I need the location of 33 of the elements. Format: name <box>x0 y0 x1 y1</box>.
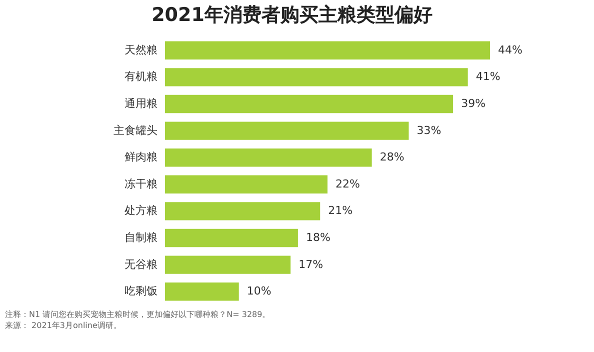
text: 注释：N1 请问您在购买宠物主粮时候，更加偏好以下哪种粮？N= 3289。 <box>5 310 270 319</box>
bar <box>165 282 239 301</box>
y-tick-label: 无谷粮 <box>124 258 158 271</box>
y-tick-label: 通用粮 <box>124 97 158 110</box>
y-tick-label: 处方粮 <box>124 204 158 218</box>
bar <box>165 228 298 248</box>
data-label: 17% <box>298 258 324 271</box>
data-label: 28% <box>380 150 404 164</box>
bar <box>165 94 454 114</box>
data-label: 10% <box>246 284 272 298</box>
bar <box>165 68 468 86</box>
bar <box>165 122 409 140</box>
data-label: 22% <box>336 177 360 190</box>
data-label: 33% <box>416 124 442 137</box>
data-label: 44% <box>498 43 522 56</box>
chart-title: 2021年消费者购买主粮类型偏好 <box>152 4 432 26</box>
y-tick-label: 天然粮 <box>124 43 158 56</box>
y-tick-label: 鲜肉粮 <box>124 150 158 164</box>
y-tick-label: 吃剩饭 <box>124 284 158 298</box>
y-tick-label: 冻干粮 <box>124 177 158 190</box>
data-label: 21% <box>328 204 353 218</box>
bar <box>165 175 328 194</box>
data-label: 41% <box>476 70 500 84</box>
bar <box>165 256 291 274</box>
data-label: 39% <box>461 97 486 110</box>
y-tick-label: 自制粮 <box>124 231 158 244</box>
y-tick-label: 主食罐头 <box>114 124 158 137</box>
y-tick-label: 有机粮 <box>124 70 158 84</box>
bar <box>165 148 372 167</box>
source-note: 来源： 2021年3月online调研。 <box>5 321 122 330</box>
bar <box>165 41 490 60</box>
bar <box>165 202 320 220</box>
data-label: 18% <box>306 231 330 244</box>
